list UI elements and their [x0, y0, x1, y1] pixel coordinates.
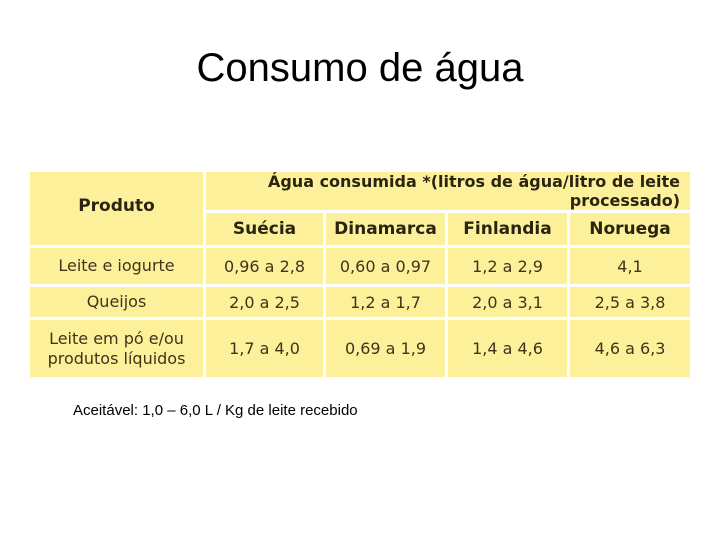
product-column-header: Produto: [27, 169, 206, 248]
country-header-norway: Noruega: [566, 210, 694, 248]
country-header-denmark: Dinamarca: [323, 210, 448, 248]
product-cell: Queijos: [27, 284, 206, 320]
acceptable-range-note: Aceitável: 1,0 – 6,0 L / Kg de leite rec…: [73, 402, 358, 419]
value-cell: 1,2 a 2,9: [445, 245, 570, 287]
country-header-sweden: Suécia: [203, 210, 326, 248]
water-consumed-group-header: Água consumida *(litros de água/litro de…: [202, 169, 694, 213]
table-header-row: Produto Água consumida *(litros de água/…: [27, 169, 694, 248]
value-cell: 0,60 a 0,97: [323, 245, 448, 287]
water-consumption-table: Produto Água consumida *(litros de água/…: [27, 169, 694, 380]
value-cell: 2,0 a 2,5: [203, 284, 326, 320]
value-cell: 1,2 a 1,7: [323, 284, 448, 320]
product-cell: Leite em pó e/ou produtos líquidos: [27, 317, 206, 380]
table-row: Queijos 2,0 a 2,5 1,2 a 1,7 2,0 a 3,1 2,…: [27, 284, 694, 320]
water-consumption-table-container: Produto Água consumida *(litros de água/…: [27, 169, 694, 380]
table-row: Leite e iogurte 0,96 a 2,8 0,60 a 0,97 1…: [27, 245, 694, 287]
country-header-row: Suécia Dinamarca Finlandia Noruega: [29, 210, 694, 248]
value-cell: 0,69 a 1,9: [323, 317, 448, 380]
country-header-finland: Finlandia: [445, 210, 570, 248]
value-cell: 4,1: [566, 245, 694, 287]
value-cell: 2,0 a 3,1: [445, 284, 570, 320]
value-cell: 4,6 a 6,3: [566, 317, 694, 380]
value-cell: 0,96 a 2,8: [203, 245, 326, 287]
value-cell: 1,7 a 4,0: [203, 317, 326, 380]
product-cell: Leite e iogurte: [27, 245, 206, 287]
page-title: Consumo de água: [196, 46, 524, 90]
table-row: Leite em pó e/ou produtos líquidos 1,7 a…: [27, 317, 694, 380]
value-cell: 1,4 a 4,6: [445, 317, 570, 380]
value-cell: 2,5 a 3,8: [566, 284, 694, 320]
